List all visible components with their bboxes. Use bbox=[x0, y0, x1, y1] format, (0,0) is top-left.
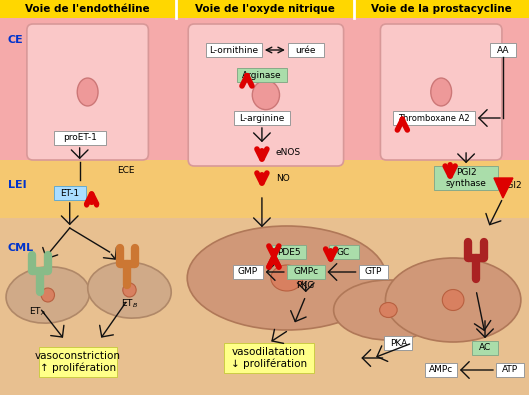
Ellipse shape bbox=[77, 78, 98, 106]
Bar bbox=[496, 363, 524, 377]
Ellipse shape bbox=[271, 265, 303, 291]
Bar bbox=[0, 18, 529, 160]
Bar bbox=[234, 111, 290, 125]
Polygon shape bbox=[494, 178, 513, 198]
Ellipse shape bbox=[380, 303, 397, 318]
Text: GMP: GMP bbox=[238, 267, 258, 276]
Text: LEI: LEI bbox=[8, 180, 27, 190]
Bar bbox=[393, 111, 475, 125]
Bar bbox=[233, 265, 263, 279]
Text: L-ornithine: L-ornithine bbox=[209, 45, 259, 55]
Text: Arginase: Arginase bbox=[242, 70, 282, 79]
Text: CE: CE bbox=[8, 35, 24, 45]
Bar bbox=[0, 160, 529, 218]
Text: GC: GC bbox=[337, 248, 350, 256]
Text: urée: urée bbox=[295, 45, 316, 55]
Bar bbox=[434, 166, 498, 190]
Text: proET-1: proET-1 bbox=[63, 134, 97, 143]
Text: ET$_B$: ET$_B$ bbox=[121, 298, 138, 310]
Text: AMPc: AMPc bbox=[429, 365, 453, 374]
Text: ECE: ECE bbox=[117, 166, 135, 175]
Bar bbox=[224, 343, 314, 373]
Bar bbox=[0, 218, 529, 395]
Text: L-arginine: L-arginine bbox=[239, 113, 285, 122]
Bar bbox=[384, 336, 412, 350]
Text: Voie de l'oxyde nitrique: Voie de l'oxyde nitrique bbox=[195, 4, 335, 14]
Text: GMPc: GMPc bbox=[293, 267, 318, 276]
Bar bbox=[54, 131, 106, 145]
Bar bbox=[237, 68, 287, 82]
Ellipse shape bbox=[187, 226, 387, 330]
Ellipse shape bbox=[252, 80, 279, 110]
Text: GTP: GTP bbox=[365, 267, 382, 276]
Bar bbox=[288, 43, 324, 57]
Text: AA: AA bbox=[496, 45, 509, 55]
Bar bbox=[39, 347, 116, 377]
Ellipse shape bbox=[6, 267, 90, 323]
FancyBboxPatch shape bbox=[380, 24, 502, 160]
Ellipse shape bbox=[41, 288, 55, 302]
Text: PDE5: PDE5 bbox=[277, 248, 301, 256]
Bar bbox=[490, 43, 516, 57]
Text: PKG: PKG bbox=[297, 282, 315, 290]
Bar bbox=[472, 341, 498, 355]
Text: ET$_A$: ET$_A$ bbox=[29, 305, 46, 318]
Text: Voie de l'endothéline: Voie de l'endothéline bbox=[25, 4, 150, 14]
Text: NO: NO bbox=[276, 173, 289, 182]
Ellipse shape bbox=[442, 290, 464, 310]
Bar bbox=[54, 186, 85, 200]
Ellipse shape bbox=[333, 280, 443, 340]
Bar bbox=[0, 0, 529, 18]
Text: ET-1: ET-1 bbox=[60, 188, 79, 198]
Bar bbox=[329, 245, 358, 259]
Bar bbox=[272, 245, 306, 259]
Text: PKA: PKA bbox=[390, 339, 407, 348]
Text: vasoconstriction
↑ prolifération: vasoconstriction ↑ prolifération bbox=[35, 351, 121, 373]
Text: ATP: ATP bbox=[502, 365, 518, 374]
Text: PGI2: PGI2 bbox=[501, 181, 521, 190]
Text: eNOS: eNOS bbox=[276, 147, 301, 156]
Bar bbox=[287, 265, 324, 279]
Text: Voie de la prostacycline: Voie de la prostacycline bbox=[371, 4, 511, 14]
Text: PGI2
synthase: PGI2 synthase bbox=[446, 168, 486, 188]
Ellipse shape bbox=[88, 262, 171, 318]
Bar bbox=[358, 265, 388, 279]
Ellipse shape bbox=[431, 78, 451, 106]
Text: vasodilatation
↓ prolifération: vasodilatation ↓ prolifération bbox=[231, 347, 307, 369]
Text: CML: CML bbox=[8, 243, 34, 253]
Text: AC: AC bbox=[479, 344, 491, 352]
Text: Thromboxane A2: Thromboxane A2 bbox=[398, 113, 470, 122]
FancyBboxPatch shape bbox=[188, 24, 344, 166]
Ellipse shape bbox=[123, 283, 136, 297]
FancyBboxPatch shape bbox=[27, 24, 148, 160]
Bar bbox=[425, 363, 457, 377]
Ellipse shape bbox=[386, 258, 521, 342]
Bar bbox=[206, 43, 262, 57]
